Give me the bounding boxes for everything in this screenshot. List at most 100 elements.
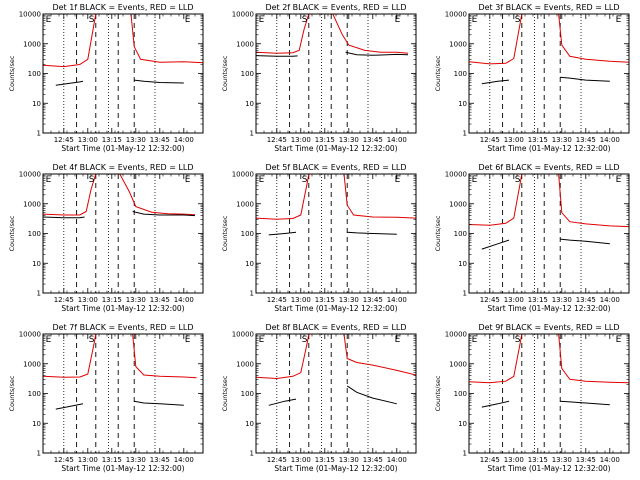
- x-tick-label: 14:00: [600, 456, 620, 464]
- x-tick-label: 13:45: [576, 296, 596, 304]
- panel-title: Det 2f BLACK = Events, RED = LLD: [265, 3, 406, 12]
- y-tick-label: 1000: [236, 360, 254, 368]
- x-tick-label: 13:45: [150, 136, 170, 144]
- plot-frame: [255, 13, 417, 134]
- event-marker-label: E: [259, 175, 265, 185]
- event-marker-label: E: [259, 335, 265, 345]
- event-marker-label: E: [616, 15, 622, 25]
- panel-title: Det 6f BLACK = Events, RED = LLD: [478, 163, 619, 172]
- panel-title: Det 3f BLACK = Events, RED = LLD: [478, 3, 619, 12]
- y-tick-label: 1: [463, 130, 467, 138]
- events-series-line: [560, 238, 610, 245]
- plot-frame: [42, 13, 204, 134]
- y-tick-label: 1: [250, 290, 254, 298]
- x-tick-label: 13:45: [576, 456, 596, 464]
- plot-frame: [468, 173, 630, 294]
- lld-series-line: [558, 174, 629, 228]
- x-axis-label: Start Time (01-May-12 12:32:00): [487, 304, 610, 313]
- y-tick-label: 10000: [445, 11, 467, 19]
- y-tick-label: 10: [245, 100, 254, 108]
- panel-series: [256, 334, 416, 406]
- x-axis-label: Start Time (01-May-12 12:32:00): [274, 464, 397, 473]
- x-tick-label: 14:00: [600, 136, 620, 144]
- y-axis-label: Counts/sec: [434, 375, 442, 411]
- panel-series: [43, 174, 196, 219]
- x-tick-label: 13:15: [528, 296, 548, 304]
- events-series-line: [345, 51, 409, 56]
- plot-frame: [468, 333, 630, 454]
- x-tick-label: 14:00: [387, 456, 407, 464]
- lld-series-line: [256, 14, 409, 54]
- x-axis-label: Start Time (01-May-12 12:32:00): [274, 304, 397, 313]
- x-tick-label: 12:45: [54, 136, 74, 144]
- x-tick-label: 14:00: [387, 136, 407, 144]
- event-marker-label: E: [259, 15, 265, 25]
- x-axis-label: Start Time (01-May-12 12:32:00): [61, 144, 184, 153]
- y-tick-label: 100: [241, 230, 254, 238]
- y-tick-label: 10000: [19, 11, 41, 19]
- event-marker-label: E: [616, 175, 622, 185]
- panel-title: Det 7f BLACK = Events, RED = LLD: [52, 323, 193, 332]
- x-tick-label: 13:30: [126, 136, 146, 144]
- x-axis-label: Start Time (01-May-12 12:32:00): [274, 144, 397, 153]
- plot-frame: [468, 13, 630, 134]
- y-axis-label: Counts/sec: [221, 215, 229, 251]
- x-tick-label: 13:00: [504, 136, 524, 144]
- y-tick-label: 10000: [232, 171, 254, 179]
- x-tick-label: 14:00: [174, 296, 194, 304]
- x-tick-label: 13:30: [552, 296, 572, 304]
- lld-series-line: [469, 174, 523, 226]
- lld-series-line: [558, 14, 629, 63]
- panel-title: Det 5f BLACK = Events, RED = LLD: [265, 163, 406, 172]
- x-tick-label: 13:00: [291, 456, 311, 464]
- event-marker-label: S: [89, 175, 95, 185]
- lld-series-line: [343, 334, 416, 376]
- x-tick-label: 14:00: [174, 456, 194, 464]
- x-tick-label: 13:45: [363, 136, 383, 144]
- panel-series: [43, 14, 203, 86]
- panel-series: [469, 334, 629, 408]
- x-axis-label: Start Time (01-May-12 12:32:00): [487, 464, 610, 473]
- y-tick-label: 10: [32, 420, 41, 428]
- x-tick-label: 12:45: [480, 296, 500, 304]
- event-marker-label: E: [472, 175, 478, 185]
- y-tick-label: 10: [458, 100, 467, 108]
- y-tick-label: 1000: [449, 40, 467, 48]
- x-tick-label: 13:15: [102, 136, 122, 144]
- y-tick-label: 10000: [445, 331, 467, 339]
- x-tick-label: 12:45: [54, 296, 74, 304]
- y-tick-label: 1000: [23, 40, 41, 48]
- event-marker-label: E: [395, 15, 401, 25]
- y-tick-label: 10: [458, 420, 467, 428]
- lld-series-line: [43, 14, 97, 68]
- events-series-line: [560, 400, 610, 406]
- events-series-line: [481, 79, 510, 85]
- x-tick-label: 13:00: [504, 456, 524, 464]
- x-tick-label: 13:45: [363, 456, 383, 464]
- events-series-line: [268, 398, 297, 406]
- x-tick-label: 13:15: [315, 456, 335, 464]
- events-series-line: [55, 80, 84, 86]
- x-tick-label: 13:15: [315, 296, 335, 304]
- panel-title: Det 8f BLACK = Events, RED = LLD: [265, 323, 406, 332]
- y-tick-label: 1000: [449, 200, 467, 208]
- y-tick-label: 100: [454, 390, 467, 398]
- x-tick-label: 12:45: [267, 456, 287, 464]
- y-axis-label: Counts/sec: [221, 55, 229, 91]
- y-tick-label: 10: [245, 260, 254, 268]
- lld-series-line: [256, 334, 310, 380]
- events-series-line: [268, 231, 297, 236]
- panel-title: Det 1f BLACK = Events, RED = LLD: [52, 3, 193, 12]
- x-tick-label: 13:30: [126, 296, 146, 304]
- x-tick-label: 12:45: [480, 456, 500, 464]
- events-series-line: [481, 400, 510, 408]
- x-tick-label: 13:30: [552, 456, 572, 464]
- panel-series: [256, 174, 416, 236]
- lld-series-line: [256, 174, 310, 220]
- y-tick-label: 100: [241, 390, 254, 398]
- event-marker-label: S: [302, 15, 308, 25]
- lld-series-line: [469, 334, 523, 384]
